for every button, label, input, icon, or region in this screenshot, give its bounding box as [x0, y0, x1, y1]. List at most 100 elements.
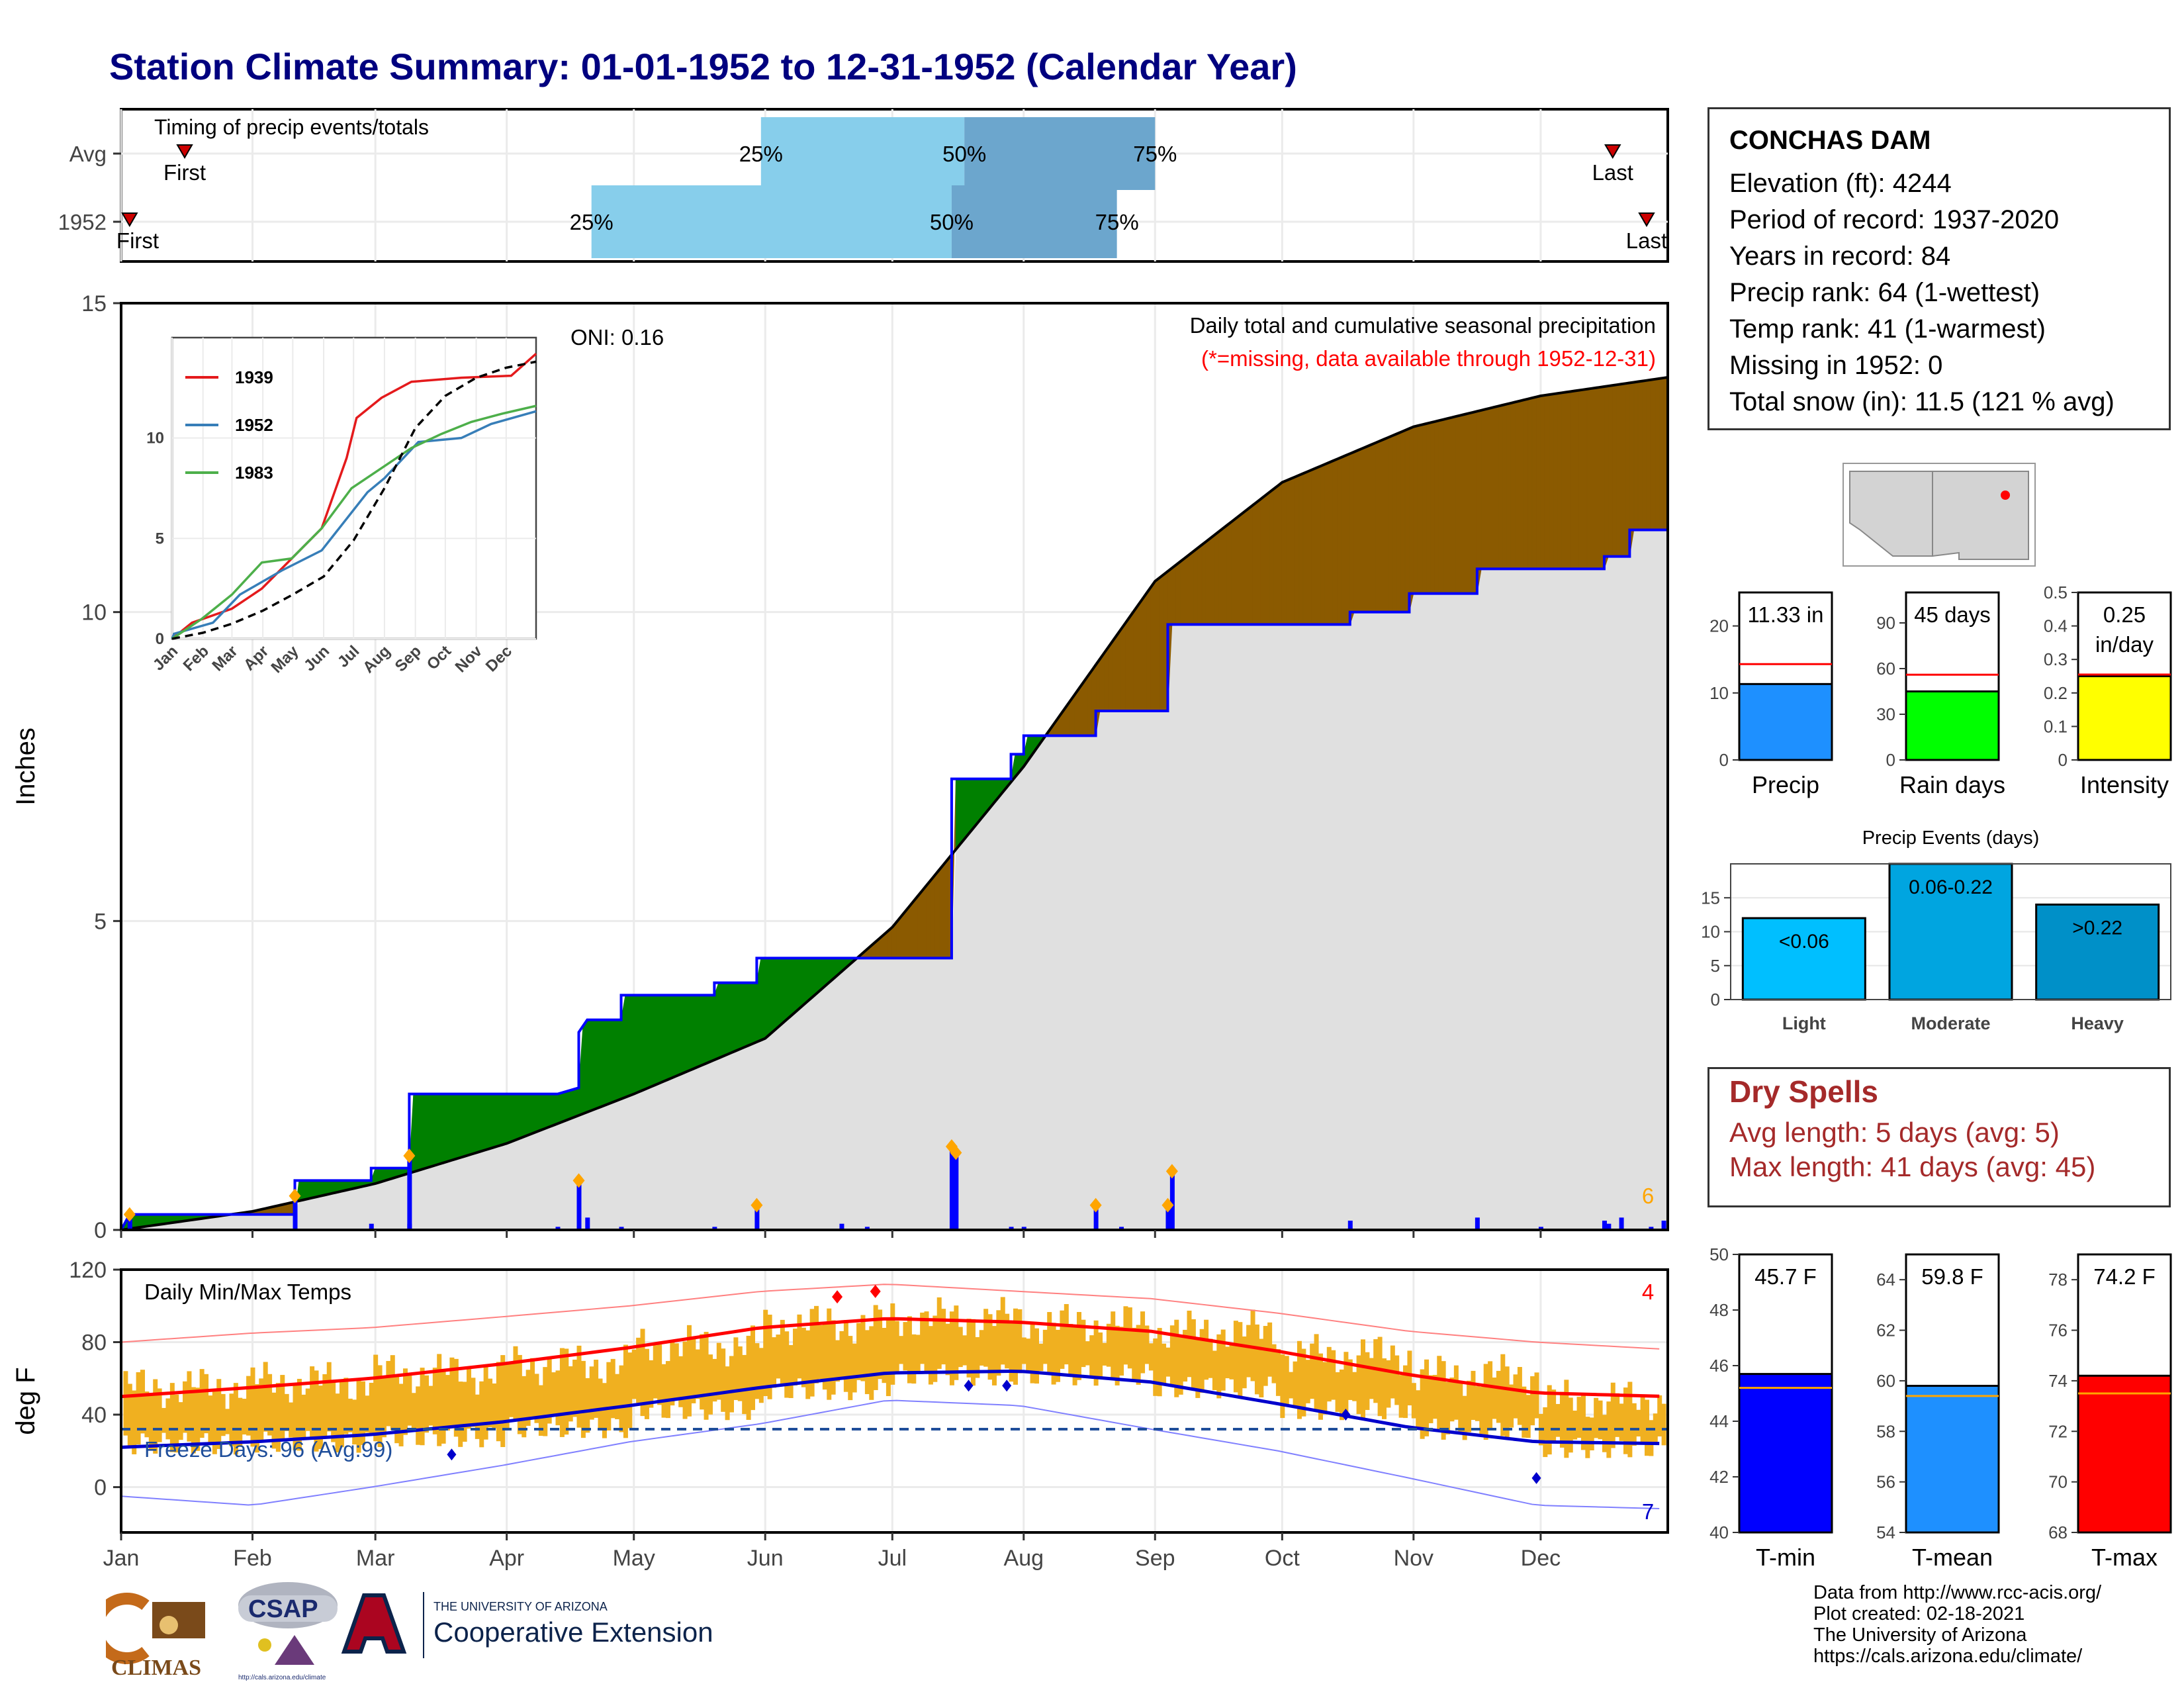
precip-surplus-area — [506, 1094, 512, 1144]
dry-spells-title: Dry Spells — [1729, 1074, 1878, 1109]
precip-surplus-area — [311, 1180, 316, 1199]
daily-temp-bar — [915, 1335, 921, 1372]
daily-temp-bar — [1297, 1340, 1302, 1419]
daily-temp-bar — [809, 1309, 815, 1397]
summary-value-label: in/day — [2095, 632, 2154, 657]
daily-precip-bar — [585, 1217, 590, 1230]
precip-surplus-area — [964, 778, 969, 840]
daily-precip-bar — [712, 1227, 717, 1230]
daily-temp-bar — [674, 1343, 679, 1399]
precip-deficit-area — [1116, 628, 1122, 712]
daily-precip-bar — [1649, 1227, 1654, 1230]
precip-surplus-area — [510, 1094, 516, 1143]
precip-surplus-area — [680, 994, 685, 1075]
precip-surplus-area — [692, 994, 698, 1070]
precip-deficit-area — [1099, 652, 1105, 712]
daily-temp-bar — [1246, 1325, 1251, 1378]
daily-temp-bar — [250, 1367, 255, 1447]
daily-temp-bar — [381, 1376, 387, 1438]
daily-temp-bar — [127, 1383, 132, 1449]
daily-temp-bar — [551, 1372, 557, 1417]
daily-precip-bar — [1119, 1227, 1124, 1230]
daily-temp-bar — [492, 1383, 497, 1429]
precip-surplus-area — [595, 1019, 600, 1109]
daily-temp-bar — [1106, 1323, 1111, 1367]
daily-precip-bar — [576, 1180, 582, 1230]
daily-temp-bar — [1661, 1403, 1666, 1446]
daily-temp-bar — [1030, 1321, 1035, 1383]
precip-deficit-area — [1519, 399, 1524, 569]
daily-temp-bar — [695, 1349, 700, 1399]
precip-y-tick-label: 10 — [81, 600, 107, 626]
daily-temp-bar — [822, 1323, 827, 1390]
daily-temp-bar — [1479, 1386, 1484, 1434]
daily-temp-bar — [928, 1326, 933, 1385]
precip-deficit-area — [1142, 592, 1147, 712]
daily-temp-bar — [1623, 1387, 1628, 1454]
precip-deficit-area — [1367, 444, 1372, 613]
daily-precip-bar — [1165, 1205, 1171, 1230]
precip-surplus-area — [731, 982, 736, 1053]
daily-temp-bar — [1157, 1328, 1162, 1397]
daily-temp-bar — [356, 1380, 361, 1453]
temp-x-tick-label: Oct — [1265, 1546, 1300, 1571]
temp-record-low-count: 7 — [1642, 1499, 1654, 1524]
precip-deficit-area — [1226, 521, 1232, 625]
daily-temp-bar — [1369, 1358, 1374, 1399]
ua-main-text: Cooperative Extension — [433, 1617, 713, 1648]
precip-surplus-area — [968, 778, 974, 835]
precip-surplus-area — [586, 1019, 592, 1113]
inset-y-tick-label: 10 — [146, 430, 164, 447]
daily-temp-bar — [517, 1354, 522, 1434]
timing-row-label: 1952 — [58, 210, 107, 234]
daily-temp-bar — [1174, 1319, 1179, 1397]
daily-temp-bar — [1072, 1327, 1077, 1385]
temp-x-tick-label: Jan — [103, 1546, 140, 1571]
precip-deficit-area — [1553, 393, 1558, 569]
daily-temp-bar — [488, 1378, 493, 1428]
daily-temp-bar — [882, 1327, 887, 1383]
precip-surplus-area — [447, 1094, 452, 1162]
daily-temp-bar — [1021, 1337, 1026, 1364]
precip-deficit-area — [1180, 557, 1185, 625]
precip-surplus-area — [955, 778, 961, 851]
daily-precip-bar — [1169, 1171, 1175, 1230]
precip-deficit-area — [1133, 604, 1139, 712]
daily-temp-bar — [1259, 1338, 1264, 1398]
daily-temp-bar — [1077, 1311, 1082, 1380]
daily-temp-bar — [636, 1337, 641, 1403]
daily-temp-bar — [1522, 1386, 1527, 1438]
daily-temp-bar — [280, 1375, 285, 1440]
daily-temp-bar — [1525, 1395, 1531, 1438]
precip-surplus-area — [138, 1214, 143, 1228]
precip-surplus-area — [790, 957, 796, 1017]
precip-deficit-area — [1434, 420, 1439, 594]
daily-temp-bar — [161, 1407, 167, 1433]
daily-precip-bar — [619, 1227, 624, 1230]
summary-y-tick-label: 10 — [1709, 683, 1729, 703]
precip-surplus-area — [752, 982, 757, 1045]
daily-temp-bar — [873, 1305, 878, 1390]
precip-deficit-area — [1222, 524, 1228, 625]
last-event-label: Last — [1592, 160, 1633, 185]
precip-surplus-area — [561, 1091, 567, 1123]
temp-panel-frame — [120, 1268, 1669, 1534]
daily-temp-bar — [1343, 1352, 1349, 1413]
daily-temp-bar — [377, 1365, 383, 1448]
precip-deficit-area — [1353, 449, 1359, 613]
precip-deficit-area — [1392, 433, 1397, 613]
precip-deficit-area — [1269, 488, 1274, 625]
timing-panel-label: Timing of precip events/totals — [154, 115, 429, 139]
summary-y-tick-label: 76 — [2048, 1321, 2068, 1340]
first-event-marker — [176, 144, 193, 159]
precip-deficit-area — [1235, 514, 1240, 625]
daily-temp-bar — [475, 1394, 480, 1439]
inset-series-line — [171, 410, 537, 639]
daily-temp-bar — [416, 1386, 421, 1445]
summary-y-tick-label: 68 — [2048, 1523, 2068, 1542]
summary-y-tick-label: 42 — [1709, 1467, 1729, 1487]
precip-events-frame — [1730, 863, 2171, 1000]
summary-value-label: 59.8 F — [1921, 1264, 1983, 1289]
daily-temp-bar — [1335, 1372, 1340, 1412]
precip-deficit-area — [1125, 616, 1130, 712]
